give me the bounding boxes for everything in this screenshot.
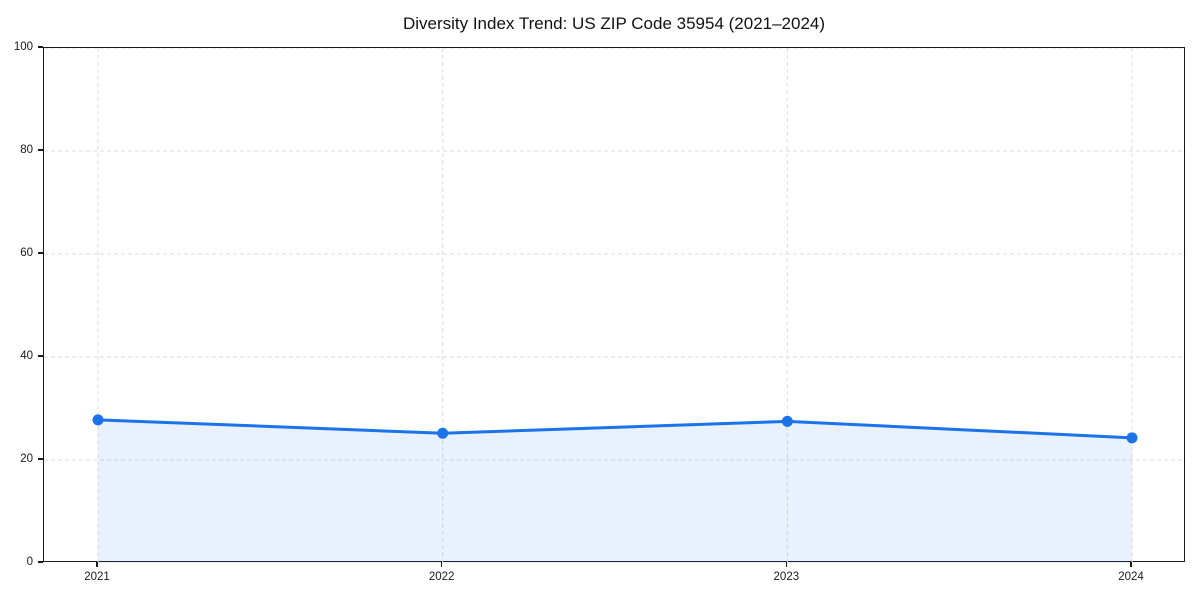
y-axis-tick-label: 100 [13, 41, 33, 53]
data-point-marker [437, 427, 449, 439]
y-axis-tick-label: 80 [20, 144, 33, 156]
x-axis-tick-label: 2021 [84, 571, 110, 583]
y-axis-tick-mark [38, 149, 43, 151]
y-axis-tick-mark [38, 355, 43, 357]
x-axis-tick-mark [96, 562, 98, 567]
y-axis-tick-mark [38, 252, 43, 254]
y-axis-tick-label: 40 [20, 350, 33, 362]
y-axis-tick-label: 60 [20, 247, 33, 259]
y-axis-tick-mark [38, 561, 43, 563]
y-axis-tick-label: 20 [20, 453, 33, 465]
x-axis-tick-mark [440, 562, 443, 567]
y-axis-tick-mark [38, 458, 43, 460]
data-point-marker [92, 414, 104, 426]
data-point-marker [781, 415, 793, 427]
data-point-marker [1126, 432, 1138, 444]
area-fill [98, 419, 1132, 563]
x-axis-tick-mark [785, 562, 788, 567]
y-axis-tick-label: 0 [26, 556, 33, 568]
y-axis-tick-mark [38, 46, 43, 48]
x-axis-tick-label: 2022 [428, 571, 455, 583]
chart-title: Diversity Index Trend: US ZIP Code 35954… [402, 14, 826, 33]
x-axis-tick-mark [1130, 562, 1132, 567]
trend-line [96, 418, 1134, 440]
plot-area [43, 47, 1186, 563]
x-axis-tick-label: 2023 [773, 571, 800, 583]
chart-canvas [44, 48, 1186, 563]
x-axis-tick-label: 2024 [1118, 571, 1144, 583]
